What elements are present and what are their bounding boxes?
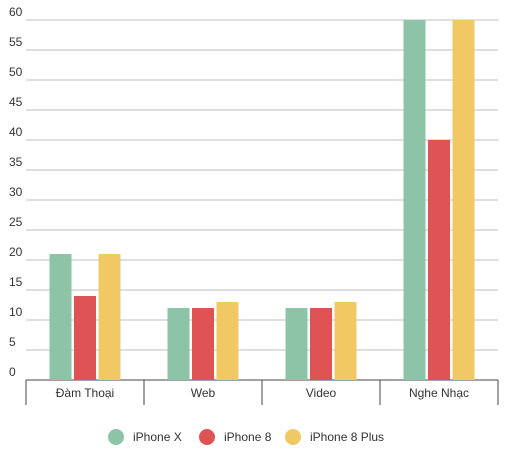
bar: [310, 308, 332, 380]
x-tick-label: Đàm Thoại: [56, 386, 114, 400]
bar: [285, 308, 308, 380]
bar: [98, 254, 121, 380]
legend-label: iPhone X: [133, 430, 182, 444]
bar: [216, 302, 239, 380]
legend-marker: [108, 429, 124, 445]
y-tick-label: 10: [9, 305, 23, 319]
bar: [167, 308, 190, 380]
x-tick-label: Nghe Nhạc: [409, 386, 469, 400]
bar: [49, 254, 72, 380]
legend-label: iPhone 8: [224, 430, 272, 444]
y-tick-label: 5: [9, 335, 16, 349]
y-tick-label: 0: [9, 365, 16, 379]
y-tick-label: 60: [9, 5, 23, 19]
y-tick-label: 25: [9, 215, 23, 229]
bar: [192, 308, 214, 380]
y-tick-label: 20: [9, 245, 23, 259]
y-tick-label: 55: [9, 35, 23, 49]
bar: [74, 296, 96, 380]
x-tick-label: Video: [306, 386, 337, 400]
y-tick-label: 15: [9, 275, 23, 289]
legend-label: iPhone 8 Plus: [310, 430, 384, 444]
bar: [403, 20, 426, 380]
legend-marker: [285, 429, 301, 445]
y-tick-label: 35: [9, 155, 23, 169]
bar: [334, 302, 357, 380]
y-tick-label: 40: [9, 125, 23, 139]
bar: [428, 140, 450, 380]
x-tick-label: Web: [191, 386, 216, 400]
legend-marker: [199, 429, 215, 445]
y-tick-label: 30: [9, 185, 23, 199]
y-tick-label: 50: [9, 65, 23, 79]
y-tick-label: 45: [9, 95, 23, 109]
bar: [452, 20, 475, 380]
